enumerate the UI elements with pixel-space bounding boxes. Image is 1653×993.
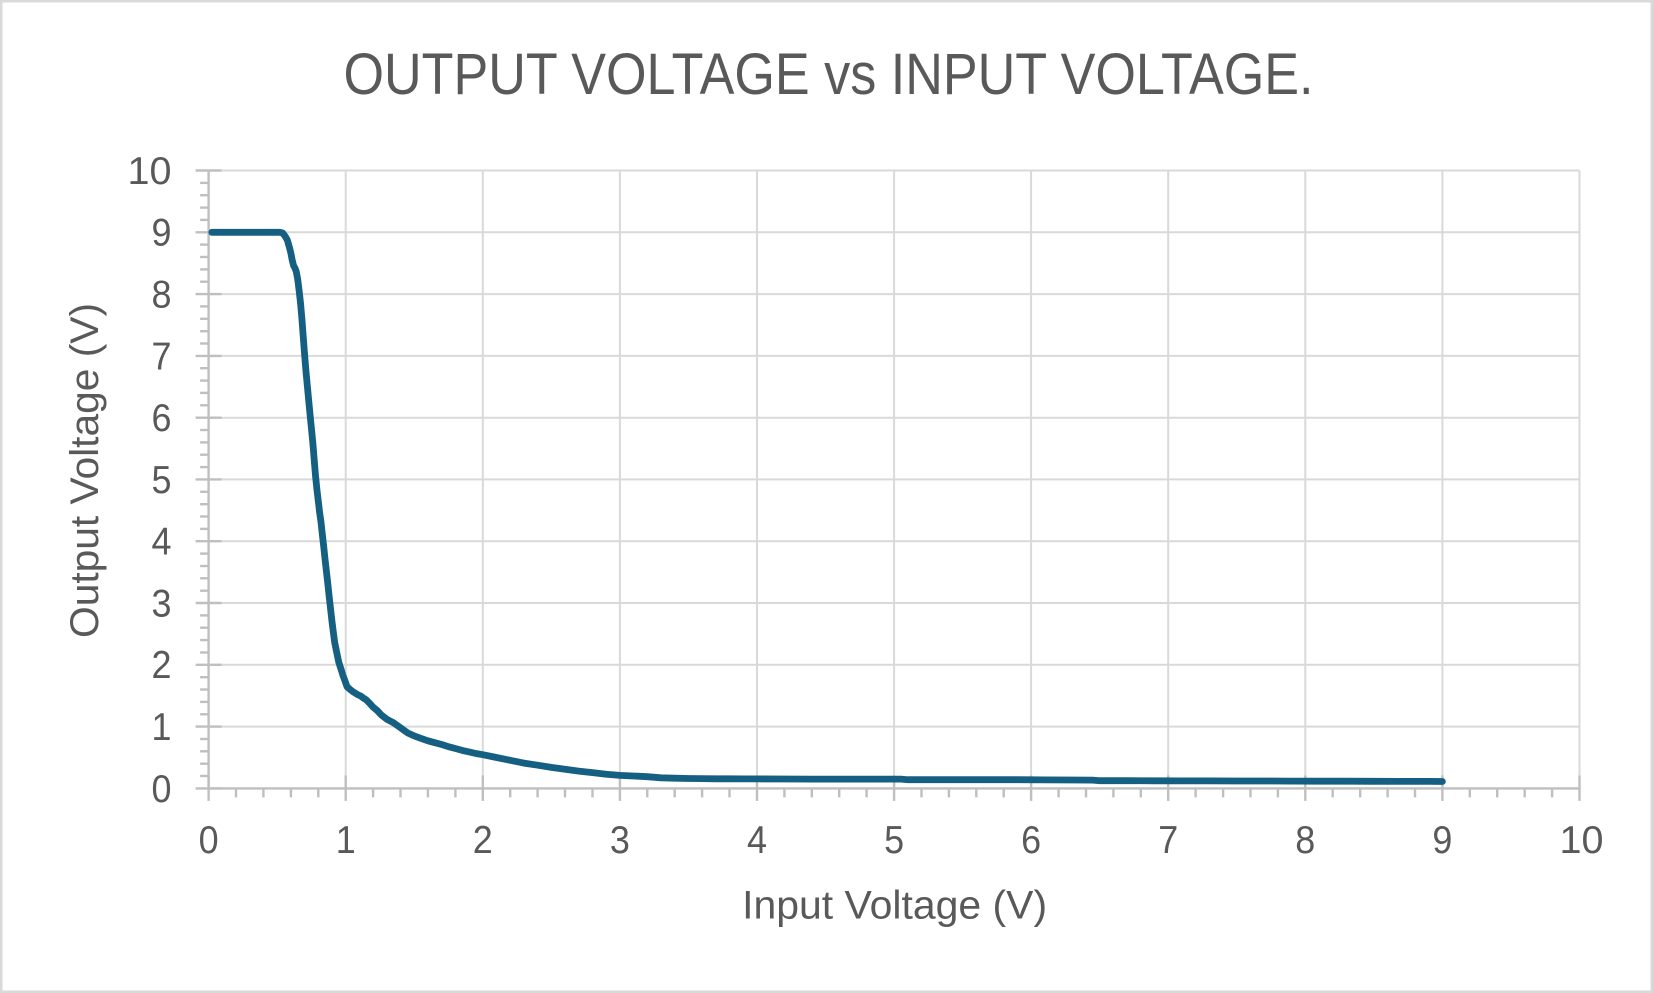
svg-text:3: 3: [610, 819, 630, 862]
svg-text:5: 5: [152, 459, 172, 502]
svg-text:3: 3: [152, 582, 172, 625]
svg-text:6: 6: [1021, 819, 1041, 862]
svg-text:2: 2: [473, 819, 493, 862]
svg-text:1: 1: [336, 819, 356, 862]
svg-text:Output Voltage (V): Output Voltage (V): [63, 303, 107, 638]
svg-text:2: 2: [152, 644, 172, 687]
svg-text:0: 0: [152, 768, 172, 811]
svg-text:10: 10: [128, 150, 172, 193]
svg-text:4: 4: [747, 819, 767, 862]
svg-text:9: 9: [1432, 819, 1452, 862]
svg-text:7: 7: [152, 335, 172, 378]
svg-text:8: 8: [152, 274, 172, 317]
svg-text:4: 4: [152, 521, 172, 564]
svg-text:OUTPUT VOLTAGE vs INPUT VOLTAG: OUTPUT VOLTAGE vs INPUT VOLTAGE.: [344, 42, 1314, 107]
svg-text:5: 5: [884, 819, 904, 862]
svg-text:7: 7: [1158, 819, 1178, 862]
svg-text:10: 10: [1560, 819, 1604, 862]
svg-text:8: 8: [1295, 819, 1315, 862]
svg-text:Input Voltage (V): Input Voltage (V): [742, 884, 1047, 928]
svg-text:1: 1: [152, 706, 172, 749]
svg-text:9: 9: [152, 212, 172, 255]
svg-text:0: 0: [199, 819, 219, 862]
svg-text:6: 6: [152, 397, 172, 440]
